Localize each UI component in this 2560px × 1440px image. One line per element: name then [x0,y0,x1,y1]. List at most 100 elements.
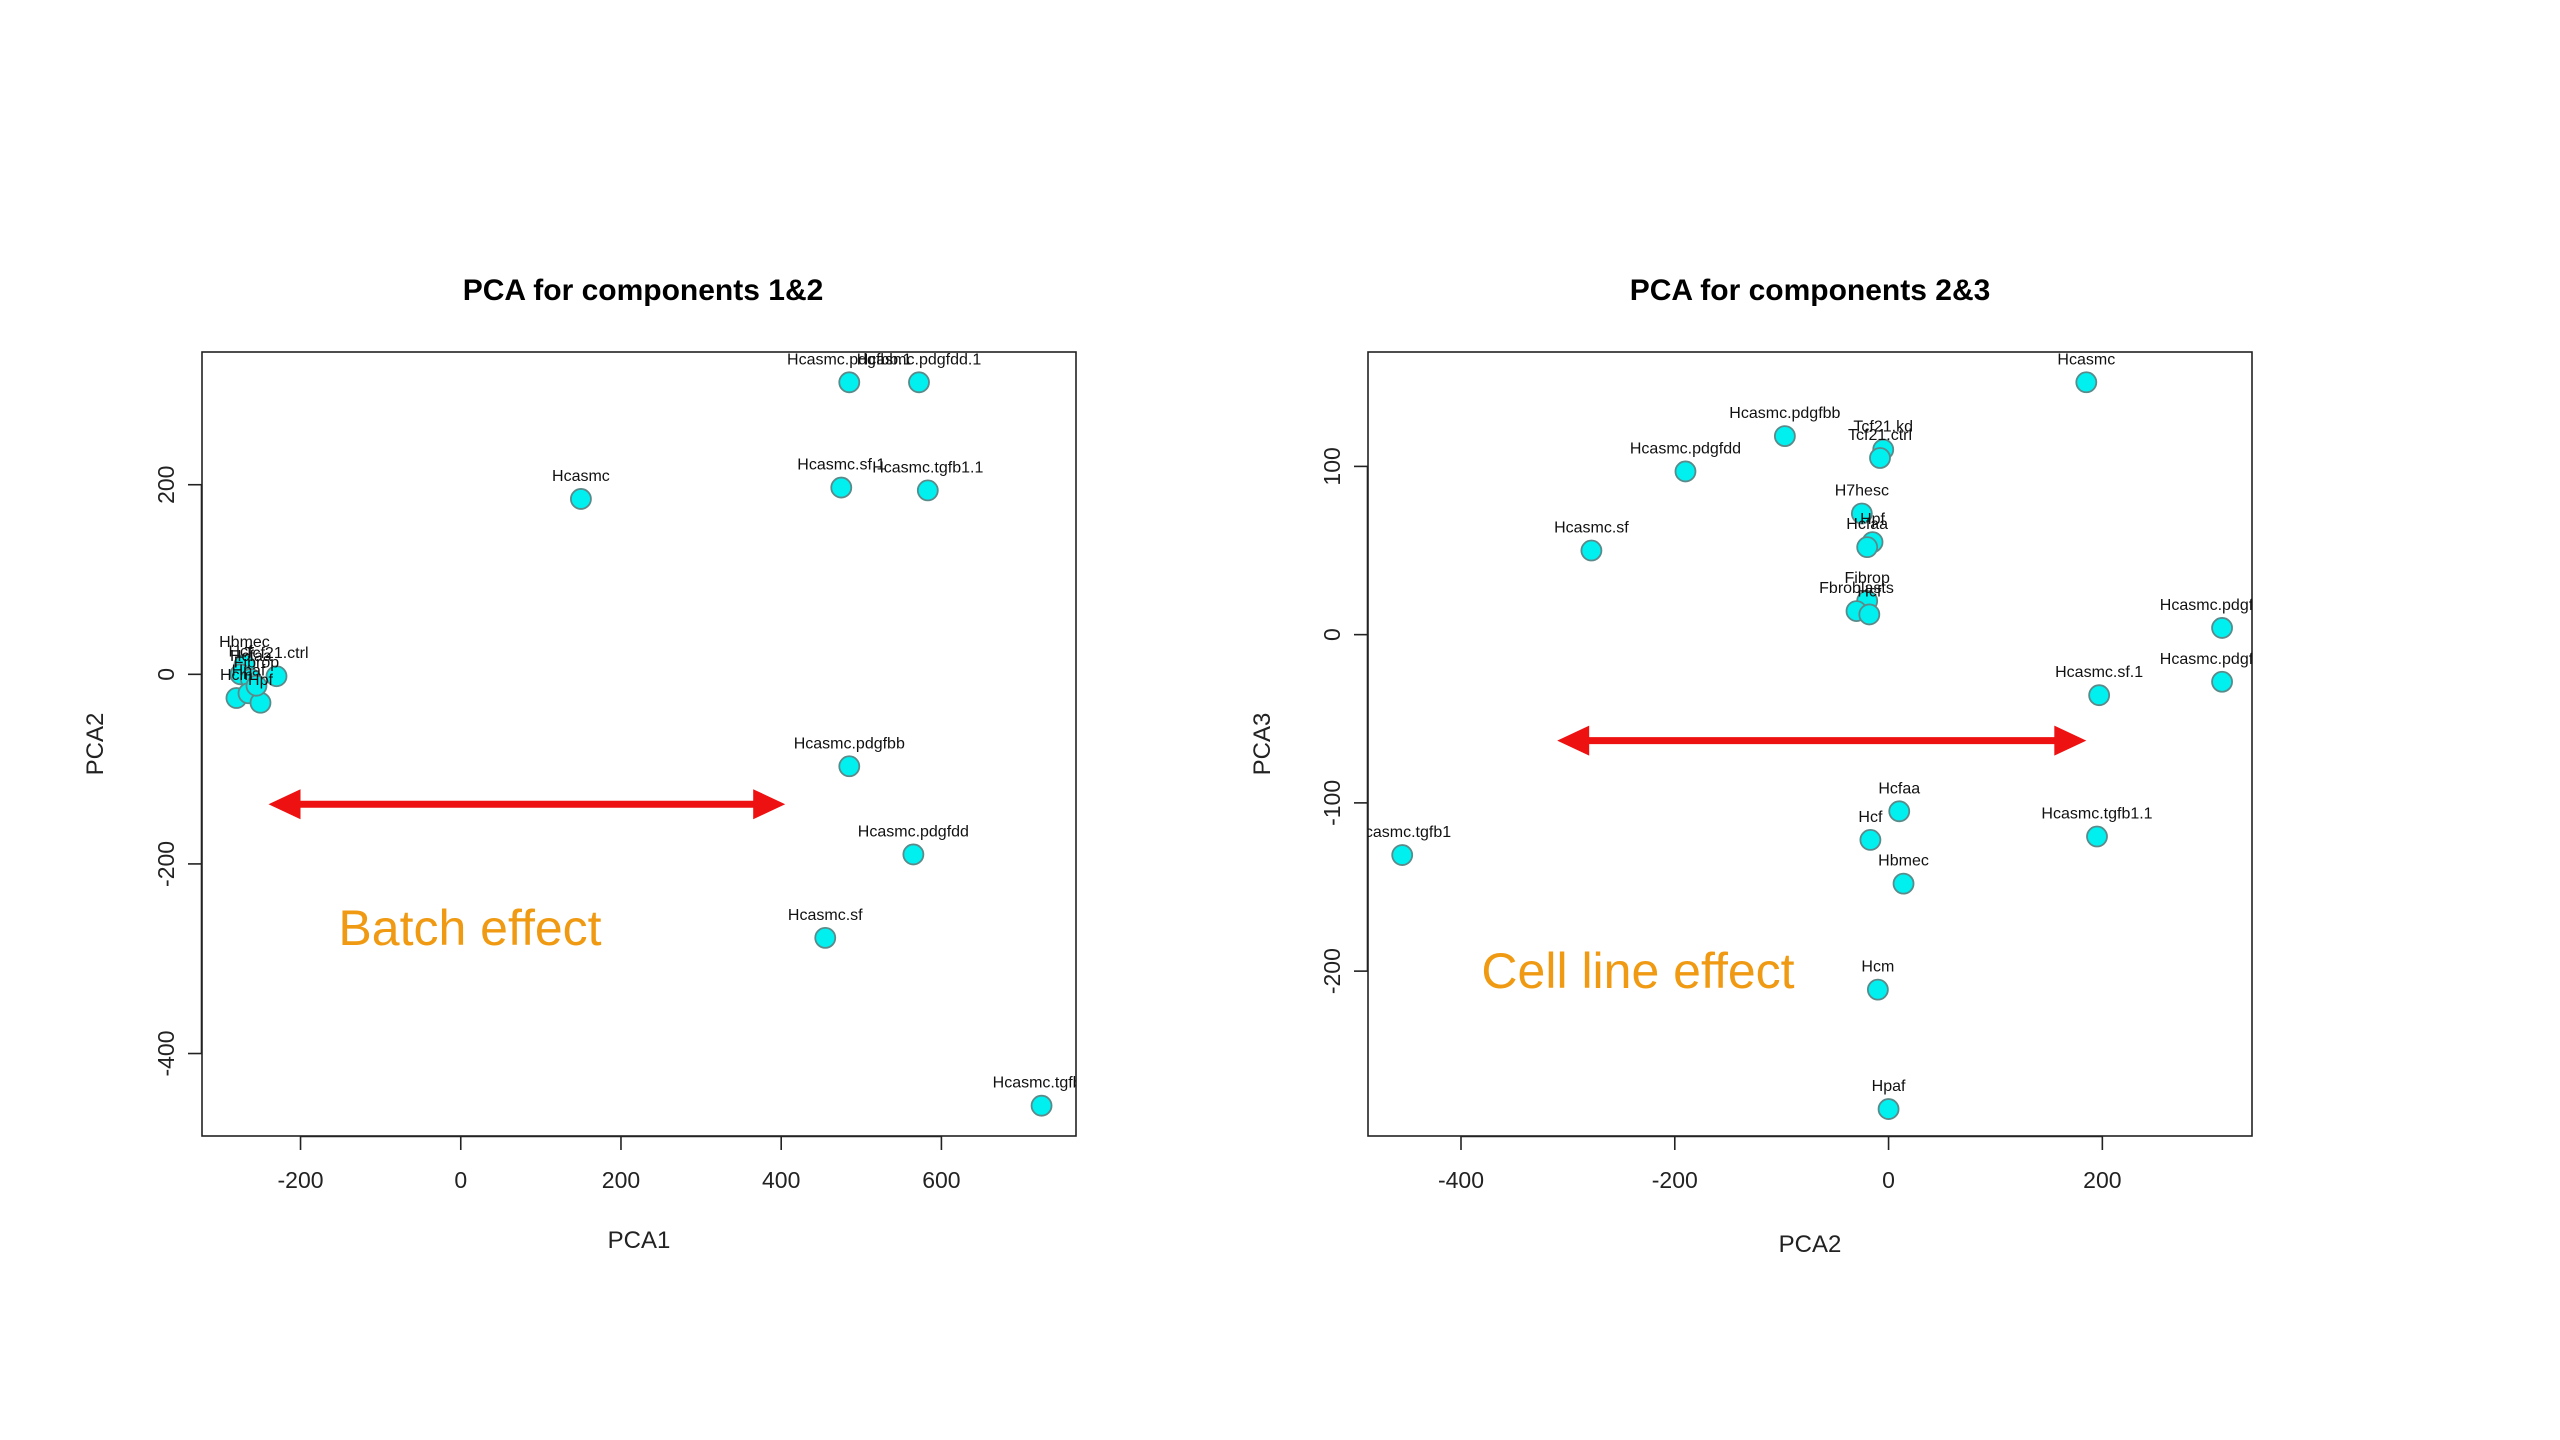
point-label: Fbroblasts [1819,580,1894,597]
point-label: Hcm [1861,959,1894,976]
y-axis-label: PCA2 [82,713,109,776]
point-label: Hpf [248,672,273,689]
point-label: Hpf [1860,511,1885,528]
pca-panel-2-3: PCA for components 2&3 PCA2 PCA3 -400 -20… [1249,274,2285,1258]
x-tick-label: 600 [922,1167,960,1193]
point-label: Hcm [220,667,253,684]
x-tick-label: 200 [602,1167,640,1193]
data-point [916,479,939,502]
data-point [838,371,861,394]
data-point [1892,872,1915,895]
x-tick-label: 200 [2083,1167,2121,1193]
point-label: Hcasmc.pdgfbb.1 [787,351,912,368]
data-points [225,371,1053,1117]
data-point [1858,603,1881,626]
point-label: Hcf [228,643,253,660]
point-label: Hcasmc.sf.1 [2055,664,2143,681]
y-axis-label: PCA3 [1249,713,1276,776]
data-point [265,665,288,688]
x-tick-label: 400 [762,1167,800,1193]
point-label: Hcasmc.pdgfdd [858,823,969,840]
point-label: Hcasmc.pdgfbb.1 [2160,597,2285,614]
point-label: Hcasmc.tgfb1.1 [872,459,983,476]
data-point [1580,539,1603,562]
point-label: Hcasmc.pdgfdd.1 [857,351,982,368]
data-point [1866,978,1889,1001]
point-label: Hcasmc.tgfb1 [1353,824,1451,841]
point-label: Hcasmc [552,468,610,485]
axis-ticks: -200 0 200 400 600 -400 -200 0 200 [153,466,961,1193]
point-label: Hcasmc.pdgfdd [1630,440,1741,457]
point-label: Hcasmc.pdgfbb [794,735,905,752]
x-axis-label: PCA2 [1779,1231,1842,1258]
batch-effect-annotation: Batch effect [268,789,786,956]
x-tick-label: -400 [1438,1167,1484,1193]
y-tick-label: -200 [153,841,179,887]
point-label: H7hesc [1835,483,1889,500]
point-label: Hpaf [1872,1078,1906,1095]
data-point [570,488,592,510]
y-tick-label: 0 [153,668,179,681]
axis-ticks: -400 -200 0 200 -200 -100 0 100 [1319,447,2122,1193]
data-point [838,755,861,778]
x-tick-label: -200 [1652,1167,1698,1193]
point-label: Hcasmc.sf [1554,520,1629,537]
y-tick-label: 200 [153,466,179,504]
point-label: Hcasmc.pdgfbb [1729,405,1840,422]
data-point [1674,460,1697,483]
x-tick-label: 0 [454,1167,467,1193]
data-point [2075,371,2098,394]
y-tick-label: 100 [1319,447,1345,485]
effect-arrow-head-right [2054,725,2087,756]
x-axis-label: PCA1 [608,1227,671,1254]
data-point [1859,828,1882,851]
x-tick-label: -200 [278,1167,324,1193]
data-point [1856,536,1879,559]
point-label: Hcasmc [2057,351,2115,368]
data-point [814,926,837,949]
point-label: Hcf [1858,809,1883,826]
data-point [2211,617,2233,639]
data-point [2088,684,2111,707]
y-tick-label: -100 [1319,780,1345,826]
batch-effect-text: Batch effect [338,900,601,956]
point-label: Hcf [1857,583,1882,600]
data-point [1030,1094,1053,1117]
point-label: Fibrop [1845,570,1890,587]
point-label: Tcf21.ctrl [244,645,308,662]
x-tick-label: 0 [1882,1167,1895,1193]
data-point [245,674,268,697]
effect-arrow-head-left [1557,725,1590,756]
point-label: Hcfaa [230,648,272,665]
point-label: Hcasmc.tgfb1 [993,1075,1091,1092]
y-tick-label: 0 [1319,628,1345,641]
point-label: Hpaf [232,662,266,679]
point-label: Hcasmc.sf.1 [797,457,885,474]
point-label: Hcasmc.tgfb1.1 [2041,806,2152,823]
data-point [1877,1098,1900,1120]
cell-line-effect-annotation: Cell line effect [1481,725,2087,999]
data-point [2211,670,2233,693]
point-label: Hcasmc.pdgfdd.1 [2160,651,2285,668]
data-point [902,843,925,866]
data-point [2086,825,2108,848]
data-point [1773,425,1796,448]
chart-title: PCA for components 1&2 [463,274,824,307]
point-label: Hcasmc.sf [788,907,863,924]
point-label: Hcfaa [1846,516,1888,533]
data-point [1391,844,1414,866]
effect-arrow-head-right [753,789,786,820]
data-point [1869,447,1891,469]
effect-arrow-head-left [268,789,301,820]
pca-panel-1-2: PCA for components 1&2 PCA1 PCA2 -200 0 20… [82,274,1091,1254]
y-tick-label: -400 [153,1031,179,1077]
data-point [1850,502,1873,525]
point-label: Hbmec [219,634,270,651]
data-point [830,476,853,499]
point-label: Tcf21.ctrl [1848,427,1912,444]
data-points [1391,371,2233,1120]
data-point [1888,800,1911,823]
point-label: Hcfaa [1878,780,1920,797]
